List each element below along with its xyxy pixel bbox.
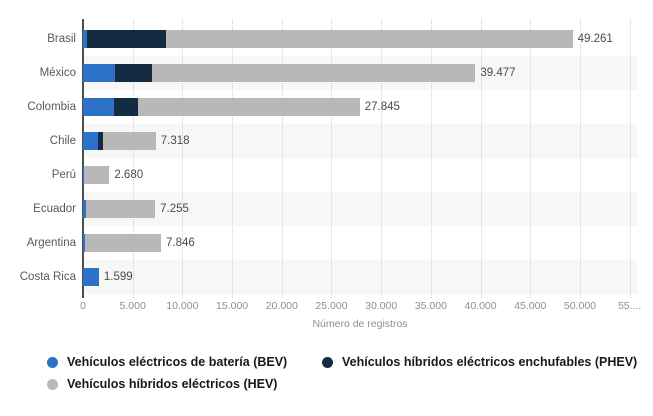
bar-segment[interactable] bbox=[151, 64, 476, 82]
legend-label: Vehículos híbridos eléctricos enchufable… bbox=[342, 355, 638, 369]
row-band bbox=[83, 192, 637, 226]
bar-segment[interactable] bbox=[83, 64, 115, 82]
bar-segment[interactable] bbox=[98, 132, 103, 150]
category-label: Chile bbox=[49, 135, 76, 147]
legend-label: Vehículos híbridos eléctricos (HEV) bbox=[67, 377, 278, 391]
bar-segment[interactable] bbox=[83, 268, 99, 286]
bar-segment[interactable] bbox=[83, 30, 87, 48]
category-label: Brasil bbox=[47, 33, 76, 45]
bar-segment[interactable] bbox=[138, 98, 360, 116]
x-tick-label: 40.000 bbox=[464, 300, 497, 312]
legend-item[interactable]: Vehículos híbridos eléctricos enchufable… bbox=[322, 354, 637, 370]
x-tick-label: 10.000 bbox=[166, 300, 199, 312]
bar-segment[interactable] bbox=[85, 234, 161, 252]
x-tick-label: 25.000 bbox=[315, 300, 348, 312]
x-tick-label: 55.... bbox=[617, 300, 642, 312]
legend-item[interactable]: Vehículos híbridos eléctricos (HEV) bbox=[47, 376, 277, 392]
bar-segment[interactable] bbox=[83, 200, 86, 218]
x-tick-label: 20.000 bbox=[265, 300, 298, 312]
y-axis-line bbox=[82, 19, 84, 298]
grid-line bbox=[381, 19, 383, 298]
legend-dot-icon bbox=[322, 356, 333, 368]
bar-segment[interactable] bbox=[85, 200, 156, 218]
bar-segment[interactable] bbox=[83, 98, 114, 116]
legend-dot-icon bbox=[47, 378, 58, 390]
x-tick-label: 15.000 bbox=[216, 300, 249, 312]
legend-item[interactable]: Vehículos eléctricos de batería (BEV) bbox=[47, 354, 287, 370]
row-band bbox=[83, 260, 637, 294]
grid-line bbox=[182, 19, 184, 298]
grid-line bbox=[480, 19, 482, 298]
value-label: 27.845 bbox=[364, 101, 400, 113]
x-tick-label: 30.000 bbox=[365, 300, 398, 312]
grid-line bbox=[430, 19, 432, 298]
bar-segment[interactable] bbox=[165, 30, 573, 48]
x-tick-label: 45.000 bbox=[514, 300, 547, 312]
x-tick-label: 0 bbox=[80, 300, 86, 312]
value-label: 39.477 bbox=[480, 67, 516, 79]
grid-line bbox=[629, 19, 631, 298]
grid-line bbox=[83, 19, 84, 298]
grid-line bbox=[530, 19, 532, 298]
bar-segment[interactable] bbox=[84, 166, 110, 184]
row-band bbox=[83, 158, 637, 192]
bar-segment[interactable] bbox=[83, 132, 98, 150]
category-label: Costa Rica bbox=[19, 271, 76, 283]
grid-line bbox=[232, 19, 234, 298]
value-label: 7.318 bbox=[160, 135, 190, 147]
value-label: 7.846 bbox=[165, 237, 195, 249]
category-label: Perú bbox=[51, 169, 76, 181]
bar-segment[interactable] bbox=[114, 98, 138, 116]
bar-segment[interactable] bbox=[115, 64, 152, 82]
legend-label: Vehículos eléctricos de batería (BEV) bbox=[67, 355, 288, 369]
row-band bbox=[83, 124, 637, 158]
category-label: México bbox=[39, 67, 76, 79]
x-tick-label: 35.000 bbox=[414, 300, 447, 312]
value-label: 2.680 bbox=[114, 169, 144, 181]
value-label: 7.255 bbox=[160, 203, 189, 215]
grid-line bbox=[281, 19, 283, 298]
x-tick-label: 5.000 bbox=[119, 300, 146, 312]
grid-line bbox=[331, 19, 333, 298]
x-axis-title: Número de registros bbox=[312, 318, 408, 330]
bar-segment[interactable] bbox=[86, 30, 166, 48]
value-label: 49.261 bbox=[577, 33, 613, 45]
grid-line bbox=[579, 19, 581, 298]
grid-line bbox=[132, 19, 134, 298]
x-tick-label: 50.000 bbox=[563, 300, 597, 312]
category-label: Ecuador bbox=[33, 203, 76, 215]
category-label: Argentina bbox=[26, 237, 76, 249]
bar-segment[interactable] bbox=[83, 234, 86, 252]
bar-segment[interactable] bbox=[83, 166, 85, 184]
bar-segment[interactable] bbox=[102, 132, 156, 150]
category-label: Colombia bbox=[27, 101, 76, 113]
legend-dot-icon bbox=[47, 356, 58, 368]
value-label: 1.599 bbox=[103, 271, 133, 283]
